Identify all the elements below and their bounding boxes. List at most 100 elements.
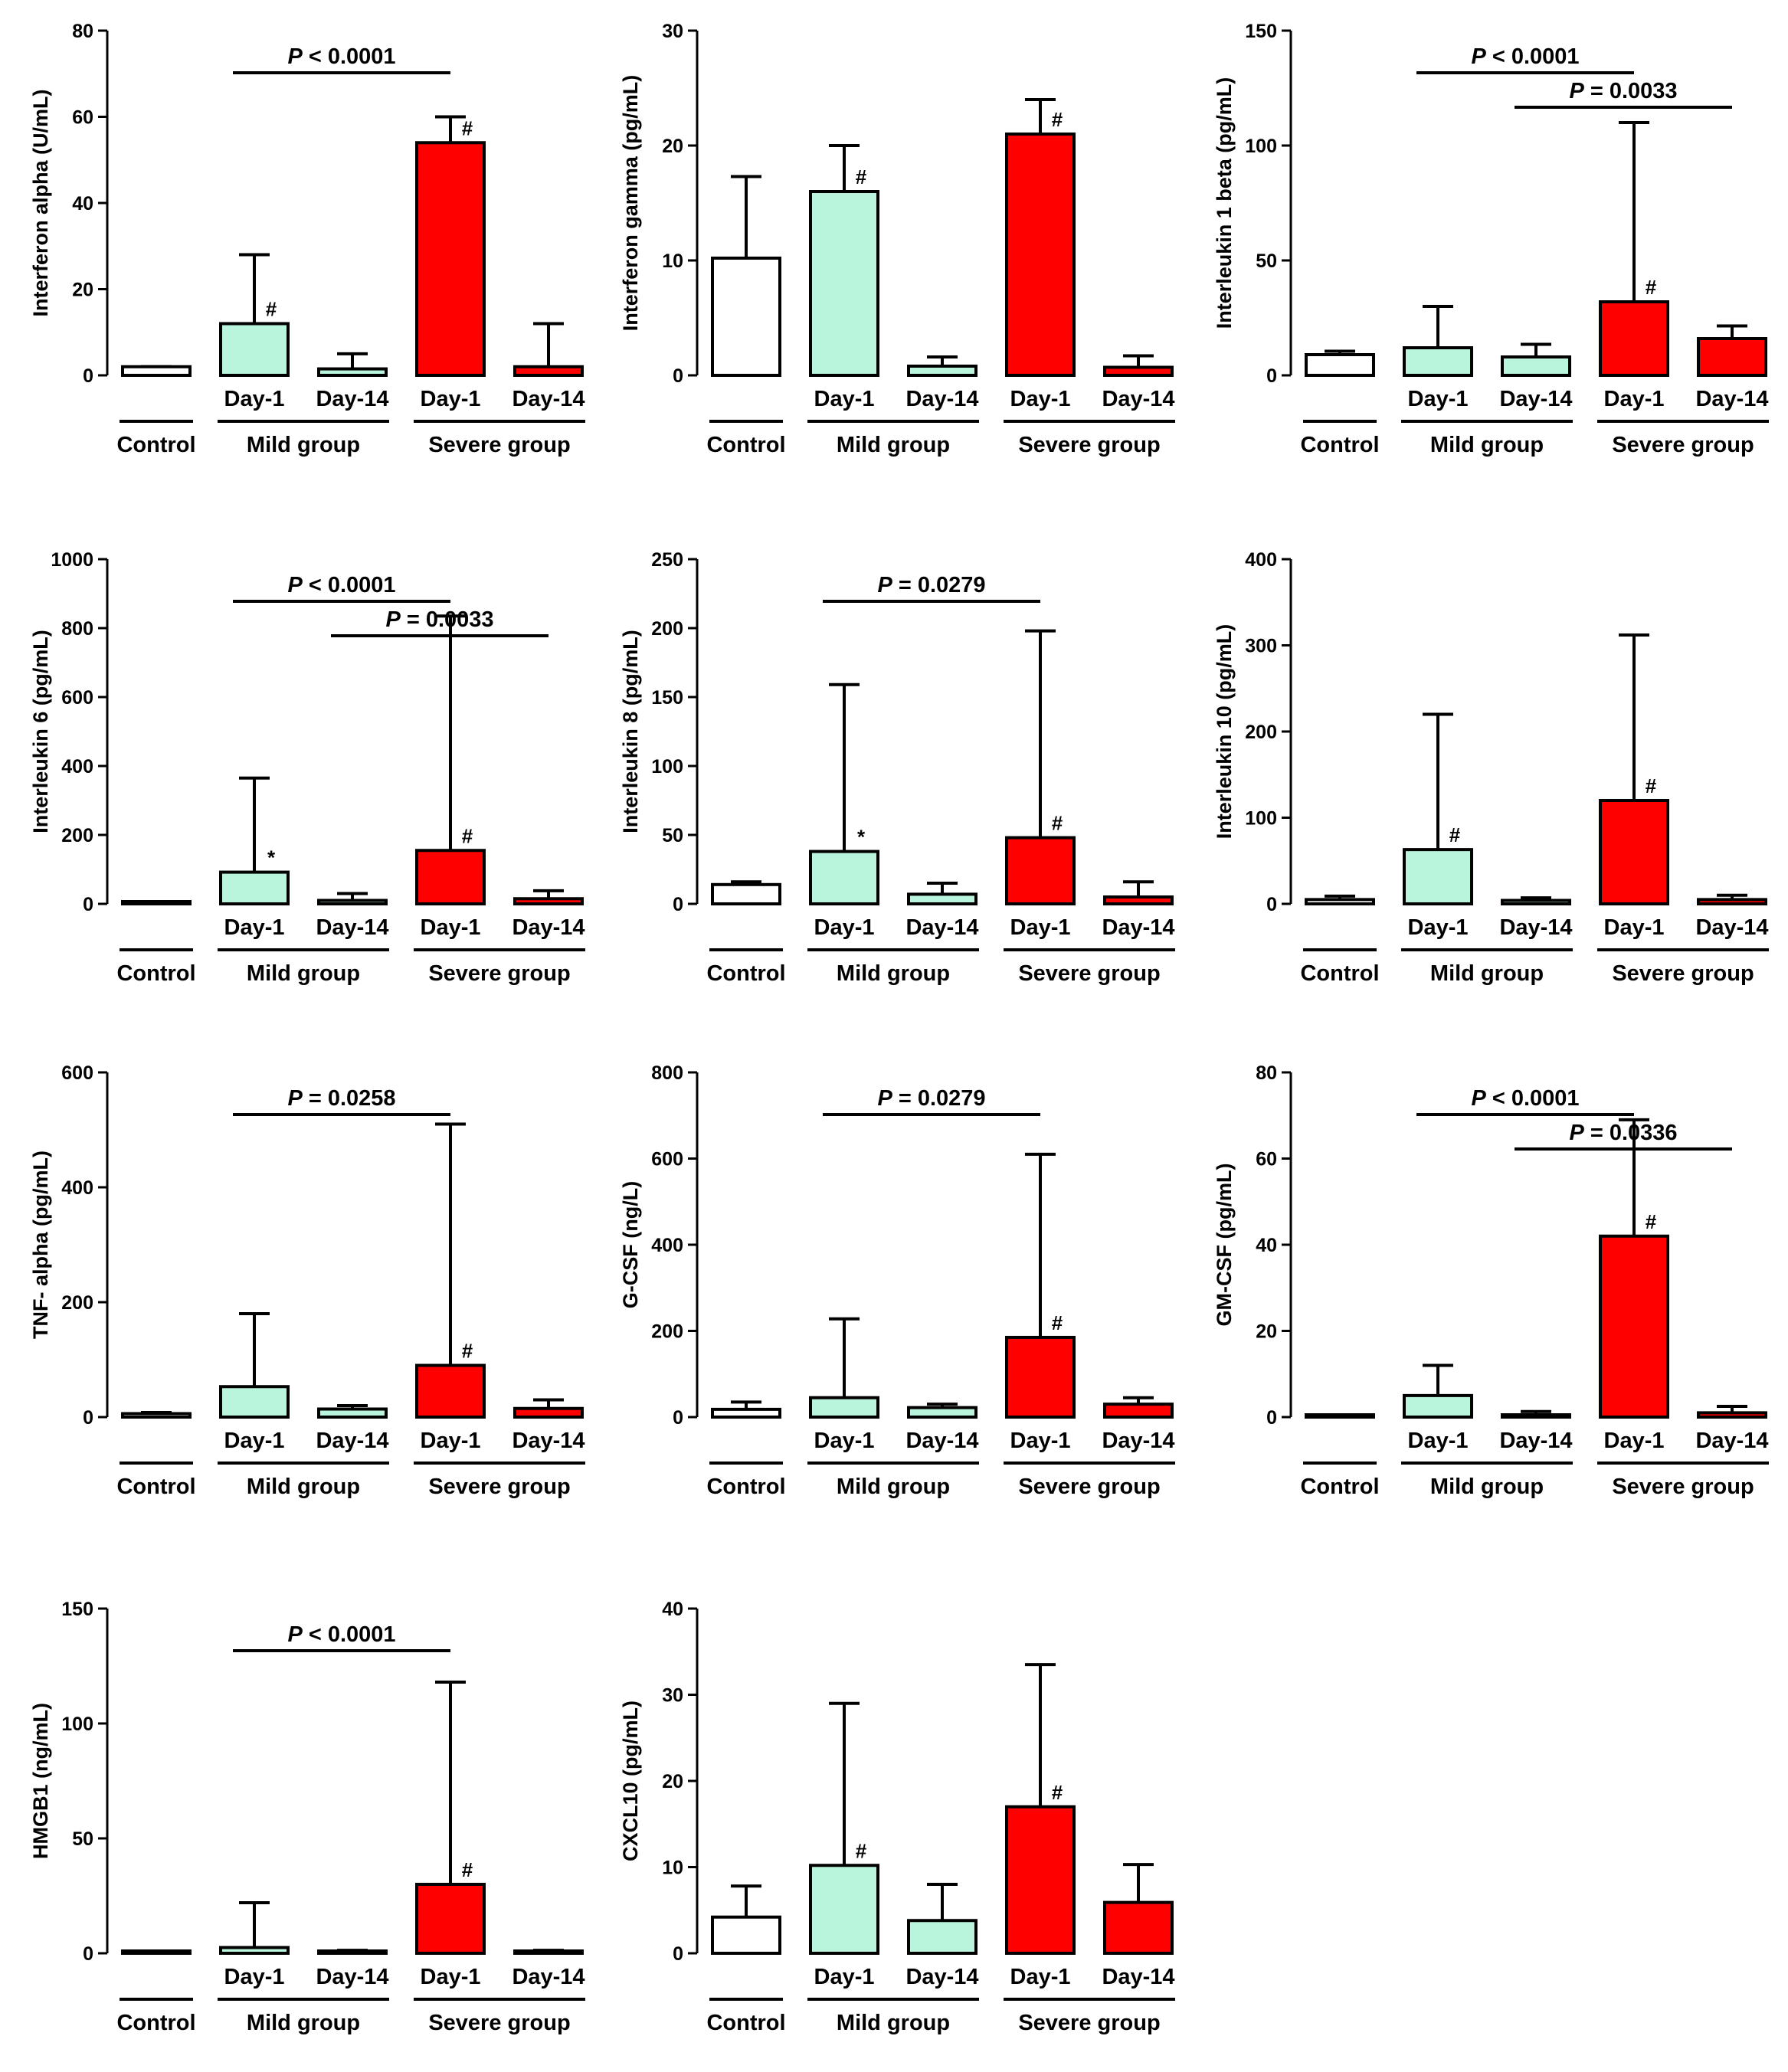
y-tick-label: 400 [1245,549,1277,571]
group-label-severe-group: Severe group [1018,1475,1160,1499]
x-tick-label: Day-1 [421,1429,481,1453]
pvalue-label: P = 0.0336 [1569,1121,1677,1145]
y-tick-label: 100 [1245,808,1277,830]
x-tick-label: Day-1 [224,1965,285,1989]
pvalue-label: P = 0.0033 [1569,79,1677,103]
x-tick-label: Day-1 [1408,915,1469,940]
y-axis-label: CXCL10 (pg/mL) [619,1700,642,1861]
y-tick-label: 400 [61,1177,93,1199]
bar-mild-group-day-1 [809,1396,879,1419]
x-tick-label: Day-14 [1499,915,1572,940]
significance-marker: # [462,1858,473,1881]
bar-control-control [121,900,192,905]
x-tick-label: Day-14 [1695,915,1768,940]
x-tick-label: Day-14 [512,1965,585,1989]
significance-marker: * [857,826,866,849]
group-label-severe-group: Severe group [1612,1475,1754,1499]
x-tick-label: Day-1 [1408,1429,1469,1453]
group-label-severe-group: Severe group [1018,961,1160,986]
y-tick-label: 20 [662,136,683,157]
group-label-control: Control [116,1475,195,1499]
group-label-mild-group: Mild group [1430,1475,1544,1499]
chart-panel-tnf-alpha-pg-ml: 0 200 400 600 TNF- alpha (pg/mL) # Day-1 Day-14… [0,1042,605,1532]
chart-svg: 0 50 100 150 HMGB1 (ng/mL) # Day-1 Day-14 Day-1 D… [29,1599,585,2035]
y-tick-label: 400 [61,756,93,777]
bar-severe-group-day-14 [513,1949,584,1955]
pvalue-label: P = 0.0033 [385,607,493,632]
chart-panel-interleukin-8-pg-ml: 0 50 100 150 200 250 Interleukin 8 (pg/mL) * # Da… [590,529,1195,1019]
y-tick-label: 600 [61,687,93,709]
bar-mild-group-day-14 [907,365,978,377]
bar-mild-group-day-14 [317,1949,388,1955]
y-tick-label: 200 [1245,722,1277,743]
y-axis-label: HMGB1 (ng/mL) [29,1703,52,1859]
bar-severe-group-day-1 [1005,1805,1076,1955]
y-axis-label: TNF- alpha (pg/mL) [29,1151,52,1339]
pvalue-label: P = 0.0279 [877,1086,985,1111]
x-tick-label: Day-14 [512,387,585,411]
bar-severe-group-day-1 [1599,1234,1669,1419]
group-label-control: Control [706,433,785,457]
chart-panel-interferon-gamma-pg-ml: 0 10 20 30 Interferon gamma (pg/mL) # # Day-1 Da… [590,0,1195,490]
x-tick-label: Day-14 [1102,1965,1174,1989]
bar-control-control [711,1915,781,1955]
chart-svg: 0 20 40 60 80 Interferon alpha (U/mL) # # Day-1 D… [29,21,585,457]
chart-svg: 0 10 20 30 40 CXCL10 (pg/mL) # # Day-1 Day-14 Day-… [619,1599,1175,2035]
y-tick-label: 80 [72,21,93,42]
group-label-mild-group: Mild group [837,2011,950,2035]
chart-svg: 0 200 400 600 800 1000 Interleukin 6 (pg/mL) * #… [29,549,585,986]
y-tick-label: 0 [1266,894,1277,915]
y-tick-label: 80 [1256,1062,1277,1084]
bar-mild-group-day-14 [907,892,978,905]
group-label-severe-group: Severe group [428,433,570,457]
y-tick-label: 60 [72,107,93,129]
bar-control-control [1305,898,1375,905]
significance-marker: # [1052,1781,1063,1804]
chart-panel-hmgb1-ng-ml: 0 50 100 150 HMGB1 (ng/mL) # Day-1 Day-14 Day-1 D… [0,1578,605,2068]
bar-control-control [121,1412,192,1419]
x-tick-label: Day-14 [905,1965,978,1989]
bar-severe-group-day-14 [1103,365,1174,377]
group-label-severe-group: Severe group [428,961,570,986]
bar-severe-group-day-14 [1697,337,1767,377]
significance-marker: # [1052,1311,1063,1334]
bar-severe-group-day-1 [415,1363,486,1419]
bar-mild-group-day-1 [809,190,879,377]
bar-severe-group-day-1 [415,849,486,905]
chart-panel-interleukin-1-beta-pg-ml: 0 50 100 150 Interleukin 1 beta (pg/mL) # Day-… [1184,0,1788,490]
chart-svg: 0 10 20 30 Interferon gamma (pg/mL) # # Day-1 Da… [619,21,1175,457]
bar-mild-group-day-1 [219,870,290,906]
y-tick-label: 0 [673,1943,683,1965]
y-tick-label: 200 [61,825,93,846]
group-label-mild-group: Mild group [247,961,360,986]
bar-severe-group-day-14 [513,1406,584,1419]
x-tick-label: Day-1 [1010,387,1071,411]
group-label-severe-group: Severe group [428,1475,570,1499]
bar-mild-group-day-14 [1501,355,1571,377]
bar-severe-group-day-1 [1599,799,1669,905]
x-tick-label: Day-14 [512,1429,585,1453]
chart-svg: 0 20 40 60 80 GM-CSF (pg/mL) # Day-1 Day-14 Day-1… [1213,1062,1769,1499]
y-tick-label: 60 [1256,1149,1277,1170]
x-tick-label: Day-1 [1010,1429,1071,1453]
bar-severe-group-day-14 [1103,1900,1174,1955]
bar-severe-group-day-1 [415,1883,486,1955]
y-axis-label: GM-CSF (pg/mL) [1213,1164,1236,1327]
bar-mild-group-day-14 [317,1407,388,1419]
chart-panel-interleukin-10-pg-ml: 0 100 200 300 400 Interleukin 10 (pg/mL) # # Day… [1184,529,1788,1019]
group-label-control: Control [116,433,195,457]
y-tick-label: 0 [83,1407,93,1429]
y-tick-label: 100 [651,756,683,777]
y-tick-label: 10 [662,250,683,272]
y-tick-label: 150 [1245,21,1277,42]
y-tick-label: 30 [662,21,683,42]
group-label-control: Control [1300,1475,1379,1499]
group-label-severe-group: Severe group [1612,433,1754,457]
pvalue-label: P = 0.0258 [287,1086,395,1111]
y-tick-label: 50 [72,1828,93,1850]
bar-mild-group-day-1 [1403,1393,1473,1419]
bar-mild-group-day-1 [809,849,879,906]
group-label-severe-group: Severe group [428,2011,570,2035]
group-label-mild-group: Mild group [837,961,950,986]
x-tick-label: Day-14 [1102,387,1174,411]
